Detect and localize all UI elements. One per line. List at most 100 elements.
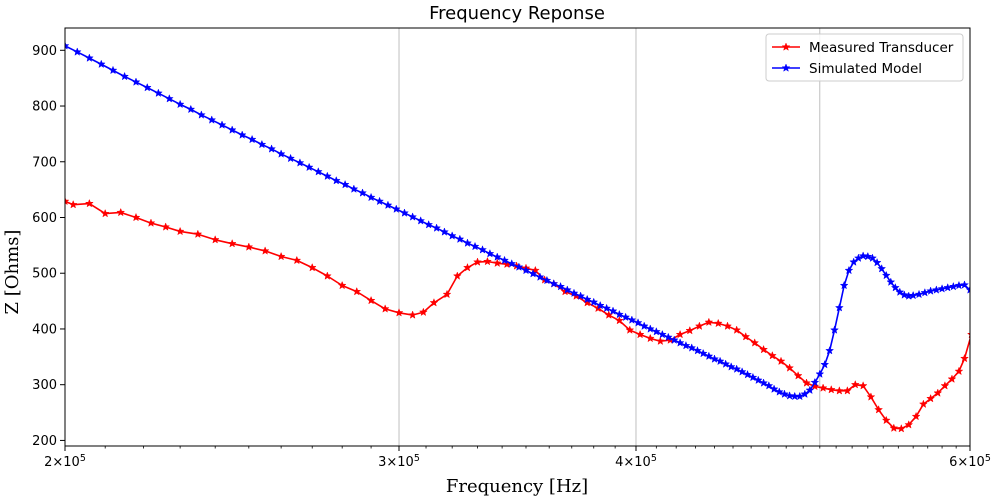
data-point [858, 251, 868, 260]
data-point [153, 88, 163, 98]
data-point [257, 139, 267, 149]
data-point [366, 192, 376, 202]
data-point [960, 280, 969, 289]
data-point [286, 153, 296, 163]
data-point [633, 318, 643, 327]
y-tick-label: 600 [32, 211, 57, 226]
data-point [582, 294, 592, 304]
data-point [614, 315, 624, 325]
axes-frame [64, 27, 971, 447]
data-point [358, 188, 367, 197]
data-point [562, 285, 572, 294]
data-point [834, 386, 844, 395]
data-point [645, 333, 655, 343]
data-point [639, 321, 649, 330]
data-point [424, 220, 434, 229]
y-tick-label: 900 [32, 44, 57, 59]
data-point [726, 362, 736, 371]
data-point [785, 363, 795, 372]
x-gridlines [398, 28, 821, 446]
data-point [904, 420, 914, 429]
data-point [785, 391, 795, 400]
data-point [886, 277, 896, 286]
data-point [549, 279, 559, 288]
data-point [186, 104, 196, 114]
data-point [842, 386, 852, 395]
data-point [715, 356, 725, 366]
data-point [68, 199, 78, 209]
data-point [685, 325, 695, 335]
data-point [521, 265, 531, 275]
data-point [815, 369, 825, 378]
data-point [408, 212, 418, 221]
data-point [877, 264, 887, 273]
data-point [65, 196, 70, 206]
data-point [608, 306, 618, 315]
data-point [793, 371, 803, 380]
data-point [748, 372, 758, 382]
data-point [651, 327, 661, 336]
data-point [142, 82, 152, 92]
data-point [621, 312, 631, 322]
data-point [741, 332, 751, 341]
data-point [954, 366, 964, 376]
data-point [737, 367, 747, 376]
data-point [470, 241, 480, 251]
data-point [146, 218, 156, 227]
data-point [759, 344, 769, 354]
data-point [161, 222, 171, 231]
data-point [442, 289, 452, 299]
data-point [349, 184, 359, 193]
data-point [844, 265, 854, 275]
data-point [530, 265, 540, 275]
data-point [391, 204, 401, 213]
data-point [713, 318, 723, 328]
data-point [895, 287, 905, 296]
data-point [244, 242, 254, 251]
data-point [732, 325, 742, 334]
y-tick-label: 200 [32, 434, 57, 449]
data-point [492, 258, 502, 268]
data-point [920, 288, 930, 297]
data-point [810, 381, 820, 391]
data-point [416, 216, 426, 225]
data-point [947, 374, 957, 383]
data-point [779, 389, 789, 398]
data-point [645, 324, 655, 333]
data-point [340, 179, 350, 189]
data-point [858, 381, 868, 390]
data-point [535, 272, 545, 281]
data-point [767, 350, 777, 360]
data-point [750, 338, 760, 347]
data-point [196, 110, 206, 119]
data-point [394, 308, 404, 317]
data-point [569, 288, 579, 298]
axes: 200 300 400 500 600 700 800 900 2×105 3×105 4×105 6… [32, 27, 991, 470]
data-point [193, 229, 203, 239]
data-point [65, 41, 70, 50]
data-point [635, 329, 645, 339]
data-point [675, 338, 685, 347]
data-point [400, 208, 409, 217]
data-point [84, 53, 94, 62]
x-tick-label: 4×105 [615, 453, 657, 470]
data-point [802, 378, 812, 387]
legend-entry: Measured Transducer [772, 40, 954, 56]
data-point [108, 65, 118, 75]
data-point [627, 315, 637, 324]
data-point [669, 335, 679, 344]
y-tick-label: 500 [32, 267, 57, 282]
data-point [217, 120, 227, 129]
data-point [100, 208, 110, 218]
data-point [304, 162, 314, 172]
legend-label: Measured Transducer [809, 40, 954, 56]
data-point [687, 343, 697, 352]
data-point [307, 262, 317, 272]
legend: Measured Transducer Simulated Model [765, 33, 964, 82]
series-1 [65, 41, 970, 401]
data-point [576, 291, 586, 300]
data-point [366, 295, 376, 305]
data-point [131, 212, 141, 222]
data-point [698, 348, 708, 358]
data-point [874, 405, 884, 414]
